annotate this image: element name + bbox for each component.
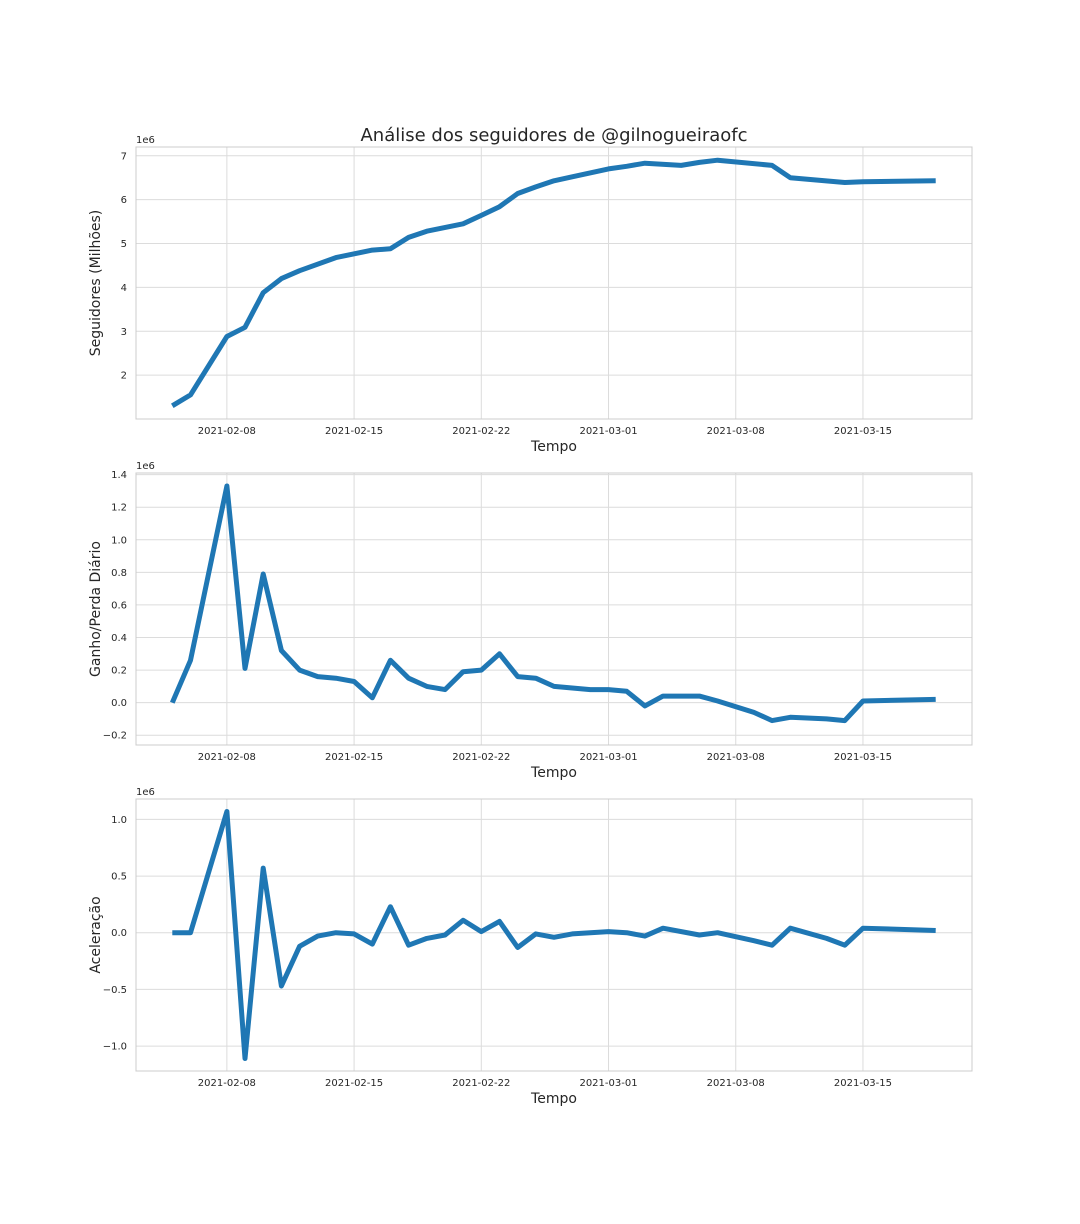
chart-title: Análise dos seguidores de @gilnogueiraof… bbox=[360, 125, 747, 146]
plot-area bbox=[136, 147, 972, 419]
y-tick-label: 3 bbox=[121, 327, 127, 338]
y-tick-label: 2 bbox=[121, 371, 127, 382]
y-tick-label: 4 bbox=[121, 283, 127, 294]
y-tick-label: −1.0 bbox=[103, 1042, 127, 1053]
y-tick-label: 0.5 bbox=[111, 872, 127, 883]
x-axis-label: Tempo bbox=[530, 439, 577, 455]
x-tick-label: 2021-03-15 bbox=[834, 752, 892, 763]
acceleration-chart: −1.0 −0.5 0.0 0.5 1.0 2021-02-08 2021-02-15 202… bbox=[88, 787, 973, 1107]
y-tick-label: 0.0 bbox=[111, 698, 127, 709]
x-tick-label: 2021-02-22 bbox=[452, 752, 510, 763]
x-tick-label: 2021-02-08 bbox=[198, 1078, 256, 1089]
x-tick-label: 2021-02-22 bbox=[452, 1078, 510, 1089]
y-tick-label: −0.2 bbox=[103, 731, 127, 742]
x-tick-label: 2021-02-08 bbox=[198, 752, 256, 763]
daily-gain-chart: −0.2 0.0 0.2 0.4 0.6 0.8 1.0 1.2 1.4 2021-02-08 20… bbox=[88, 461, 973, 781]
y-axis-label: Aceleração bbox=[88, 896, 104, 973]
x-tick-label: 2021-03-08 bbox=[707, 426, 765, 437]
axes-frame bbox=[135, 146, 973, 420]
series-line bbox=[171, 157, 936, 408]
y-offset-label: 1e6 bbox=[136, 135, 155, 146]
y-tick-label: 5 bbox=[121, 239, 127, 250]
x-tick-label: 2021-03-01 bbox=[579, 752, 637, 763]
y-tick-label: 0.0 bbox=[111, 928, 127, 939]
x-tick-label: 2021-02-08 bbox=[198, 426, 256, 437]
y-axis-label: Seguidores (Milhões) bbox=[88, 210, 104, 357]
y-axis-label: Ganho/Perda Diário bbox=[88, 541, 104, 677]
y-tick-label: 0.2 bbox=[111, 666, 127, 677]
plot-area bbox=[136, 473, 972, 745]
y-tick-label: 1.0 bbox=[111, 815, 127, 826]
y-offset-label: 1e6 bbox=[136, 787, 155, 798]
y-tick-label: 0.4 bbox=[111, 633, 127, 644]
axes-frame bbox=[135, 798, 973, 1072]
y-tick-label: −0.5 bbox=[103, 985, 127, 996]
x-axis-label: Tempo bbox=[530, 765, 577, 781]
x-tick-label: 2021-03-08 bbox=[707, 1078, 765, 1089]
x-tick-label: 2021-03-08 bbox=[707, 752, 765, 763]
y-tick-label: 1.4 bbox=[111, 470, 127, 481]
series-line bbox=[172, 809, 936, 1061]
series-line bbox=[170, 483, 936, 724]
y-tick-label: 6 bbox=[121, 195, 127, 206]
x-tick-label: 2021-02-15 bbox=[325, 1078, 383, 1089]
axes-frame bbox=[135, 472, 973, 746]
x-tick-label: 2021-02-15 bbox=[325, 426, 383, 437]
x-tick-label: 2021-03-15 bbox=[834, 1078, 892, 1089]
followers-chart: 2 3 4 5 6 7 2021-02-08 2021-02-15 2021-02-22 2021… bbox=[88, 125, 973, 455]
x-tick-label: 2021-02-22 bbox=[452, 426, 510, 437]
x-tick-label: 2021-03-01 bbox=[579, 426, 637, 437]
y-tick-label: 0.8 bbox=[111, 568, 127, 579]
x-tick-label: 2021-03-01 bbox=[579, 1078, 637, 1089]
x-axis-label: Tempo bbox=[530, 1091, 577, 1107]
x-tick-label: 2021-03-15 bbox=[834, 426, 892, 437]
y-tick-label: 1.2 bbox=[111, 503, 127, 514]
y-tick-label: 7 bbox=[121, 151, 127, 162]
y-offset-label: 1e6 bbox=[136, 461, 155, 472]
y-tick-label: 0.6 bbox=[111, 600, 127, 611]
x-tick-label: 2021-02-15 bbox=[325, 752, 383, 763]
y-tick-label: 1.0 bbox=[111, 535, 127, 546]
